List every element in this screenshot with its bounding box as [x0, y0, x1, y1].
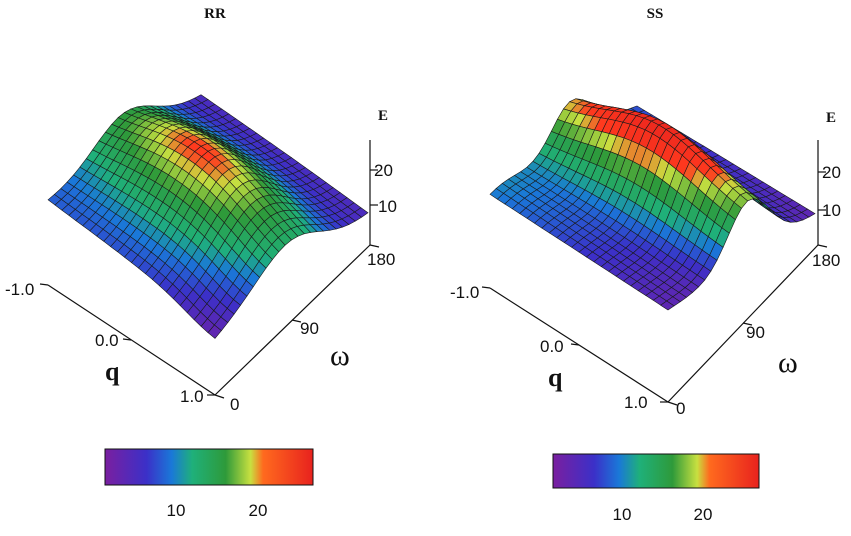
omega-tick-rr-0: 0: [230, 395, 239, 414]
e-tick-rr-0: 10: [378, 197, 397, 216]
surface-ss: [489, 98, 816, 311]
title-rr: RR: [204, 6, 226, 22]
q-tick-rr-2: 1.0: [180, 387, 204, 406]
q-tick-ss-1: 0.0: [540, 337, 564, 356]
colorbar-ss: [552, 453, 760, 489]
surface-rr: [47, 94, 369, 339]
axes-ss: [481, 140, 828, 406]
surface-cell: [207, 324, 222, 339]
e-label-rr: E: [378, 108, 388, 124]
e-label-ss: E: [826, 110, 836, 126]
panel-ss: SS -1.0 0.0 1.0 q 0 90 180 ω 10 20 E 10 …: [450, 6, 841, 524]
omega-tick-rr-2: 180: [367, 250, 395, 269]
e-tick-ss-0: 10: [822, 201, 841, 220]
colorbar-tick-rr-0: 10: [167, 501, 186, 520]
colorbar-tick-rr-1: 20: [249, 501, 268, 520]
q-tick-rr-1: 0.0: [95, 331, 119, 350]
q-tick-ss-2: 1.0: [624, 393, 648, 412]
q-label-ss: q: [548, 363, 563, 392]
colorbar-rr: [104, 448, 314, 486]
colorbar-tick-ss-1: 20: [694, 505, 713, 524]
axes-rr: [39, 140, 380, 399]
omega-label-rr: ω: [330, 339, 350, 372]
q-label-rr: q: [105, 357, 120, 386]
colorbar-tick-ss-0: 10: [613, 505, 632, 524]
q-tick-ss-0: -1.0: [450, 283, 479, 302]
panel-rr: RR -1.0 0.0 1.0 q 0 90 180 ω 10 20 E 1: [5, 6, 397, 520]
omega-tick-ss-0: 0: [676, 399, 685, 418]
q-axis-line-rr: [47, 284, 216, 396]
omega-tick-ss-1: 90: [746, 323, 765, 342]
surface-cell: [660, 300, 675, 311]
omega-label-ss: ω: [778, 346, 798, 379]
title-ss: SS: [647, 6, 664, 22]
e-tick-ss-1: 20: [822, 163, 841, 182]
omega-tick-rr-1: 90: [300, 319, 319, 338]
q-tick-rr-0: -1.0: [5, 280, 34, 299]
e-tick-rr-1: 20: [374, 161, 393, 180]
omega-tick-ss-2: 180: [812, 251, 840, 270]
